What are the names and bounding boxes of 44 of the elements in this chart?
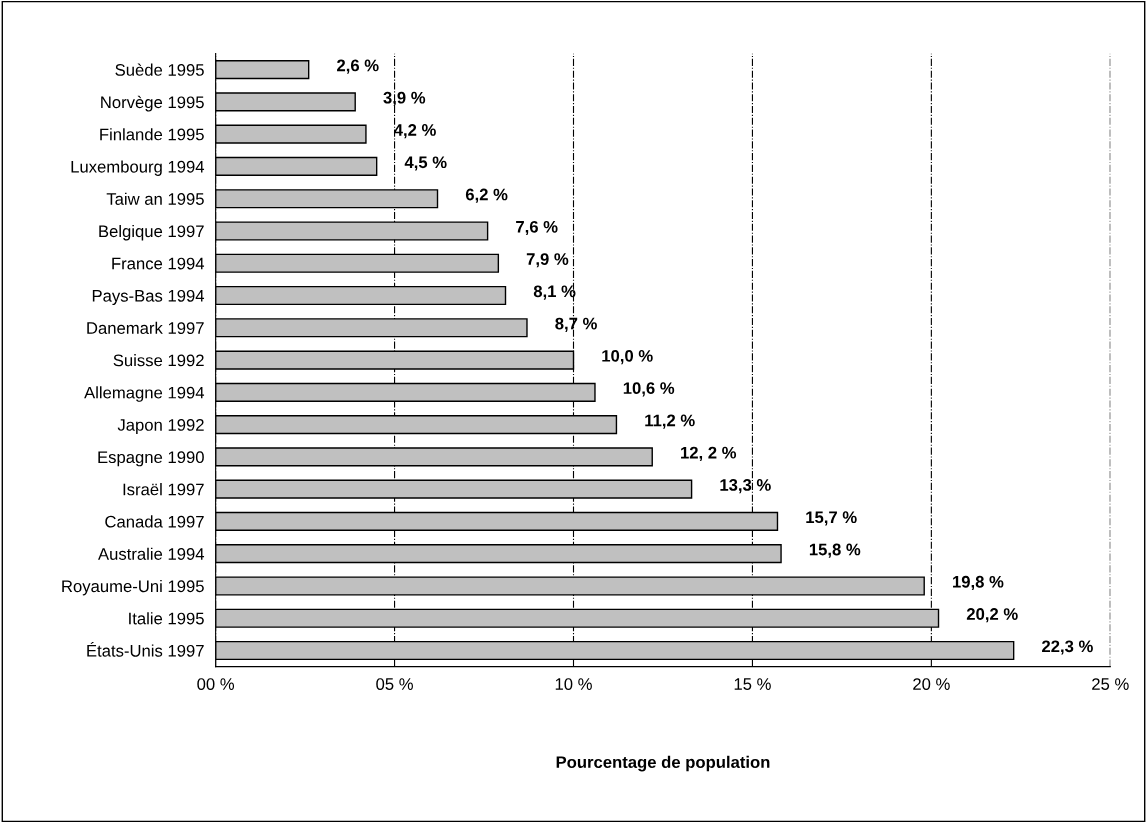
data-label: 22,3 % — [1042, 640, 1093, 655]
data-label: 7,6 % — [516, 220, 558, 236]
y-tick-label: Australie 1994 — [98, 547, 205, 560]
x-tick-label: 10 % — [555, 678, 592, 690]
data-label: 12, 2 % — [681, 446, 737, 461]
data-label: 10,0 % — [602, 349, 653, 365]
y-tick-label: Luxembourg 1994 — [71, 160, 205, 176]
data-label: 15,7 % — [806, 511, 857, 526]
y-tick-label: Italie 1995 — [129, 612, 204, 625]
data-label: 15,8 % — [809, 543, 861, 558]
y-tick-label: Canada 1997 — [105, 515, 204, 528]
data-label: 7,9 % — [526, 253, 569, 268]
y-tick-label: Royaume-Uni 1995 — [62, 579, 204, 596]
x-tick-label: 05 % — [376, 678, 413, 690]
data-label: 3,9 % — [383, 91, 426, 107]
y-tick-label: Israël 1997 — [123, 483, 204, 496]
y-tick-label: Espagne 1990 — [98, 451, 204, 467]
y-tick-label: Suisse 1992 — [113, 354, 204, 367]
y-tick-label: Suède 1995 — [115, 63, 204, 76]
y-tick-label: Pays-Bas 1994 — [92, 289, 205, 306]
x-tick-label: 15 % — [734, 678, 771, 690]
data-label: 6,2 % — [465, 188, 508, 203]
data-label: 4,2 % — [393, 124, 436, 139]
x-tick-label: 20 % — [913, 678, 950, 690]
y-tick-label: Japon 1992 — [117, 419, 204, 435]
x-axis-title: Pourcentage de population — [556, 755, 770, 772]
y-tick-label: Finlande 1995 — [100, 128, 204, 141]
data-label: 2,6 % — [337, 59, 379, 74]
y-tick-label: États-Unis 1997 — [87, 642, 204, 657]
x-tick-label: 00 % — [197, 678, 235, 690]
data-label: 20,2 % — [966, 608, 1018, 623]
data-label: 11,2 % — [645, 414, 695, 429]
x-tick-label: 25 % — [1092, 678, 1129, 690]
y-tick-label: France 1994 — [112, 257, 205, 270]
data-label: 10,6 % — [623, 382, 675, 397]
data-label: 13,3 % — [720, 479, 771, 494]
data-label: 19,8 % — [953, 575, 1004, 591]
data-label: 8,1 % — [533, 285, 576, 300]
data-label: 4,5 % — [404, 156, 447, 171]
y-tick-label: Danemark 1997 — [87, 321, 204, 334]
y-tick-label: Allemagne 1994 — [84, 386, 205, 402]
y-tick-label: Taiw an 1995 — [106, 192, 204, 205]
y-tick-label: Belgique 1997 — [99, 224, 204, 241]
y-tick-label: Norvège 1995 — [101, 95, 204, 112]
